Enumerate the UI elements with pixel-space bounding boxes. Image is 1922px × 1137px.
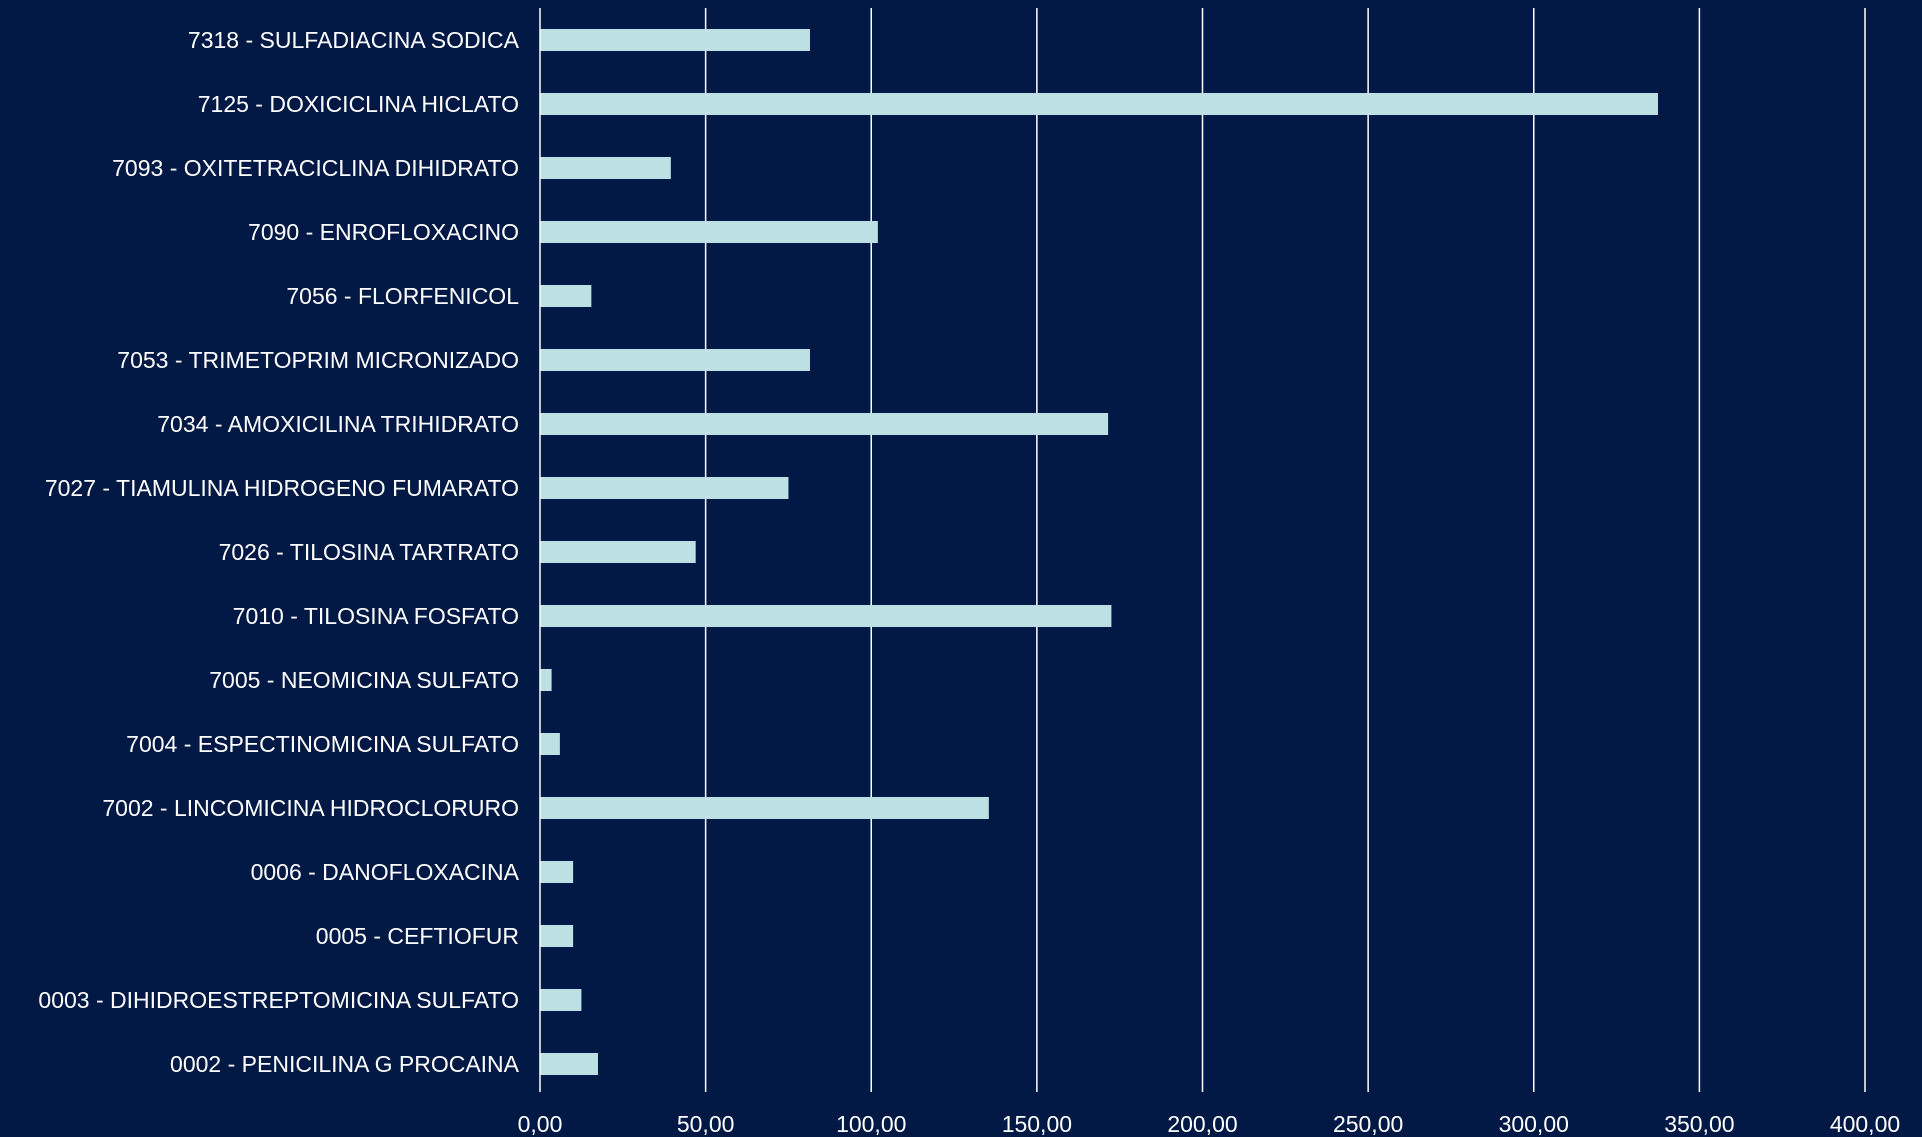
category-labels: 7318 - SULFADIACINA SODICA 7125 - DOXICIC… xyxy=(38,27,519,1077)
category-label: 7010 - TILOSINA FOSFATO xyxy=(233,603,519,629)
bar xyxy=(540,29,810,51)
category-label: 7004 - ESPECTINOMICINA SULFATO xyxy=(126,731,519,757)
bar xyxy=(540,861,574,883)
category-label: 7093 - OXITETRACICLINA DIHIDRATO xyxy=(112,155,519,181)
bar xyxy=(540,925,574,947)
category-label: 0005 - CEFTIOFUR xyxy=(316,923,519,949)
x-tick-label: 400,00 xyxy=(1830,1111,1900,1137)
bar xyxy=(540,733,560,755)
bar xyxy=(540,157,671,179)
category-label: 7318 - SULFADIACINA SODICA xyxy=(188,27,520,53)
category-label: 7125 - DOXICICLINA HICLATO xyxy=(198,91,519,117)
bar xyxy=(540,93,1658,115)
bar xyxy=(540,1053,598,1075)
x-axis-tick-labels: 0,00 50,00 100,00 150,00 200,00 250,00 300,00 3… xyxy=(518,1111,1901,1137)
bar xyxy=(540,797,989,819)
category-label: 7053 - TRIMETOPRIM MICRONIZADO xyxy=(117,347,519,373)
bar xyxy=(540,605,1112,627)
bar xyxy=(540,669,552,691)
bar-series xyxy=(540,29,1658,1075)
bar xyxy=(540,541,696,563)
bar xyxy=(540,413,1109,435)
x-tick-label: 250,00 xyxy=(1333,1111,1403,1137)
x-tick-label: 0,00 xyxy=(518,1111,563,1137)
x-tick-label: 300,00 xyxy=(1499,1111,1569,1137)
category-label: 7026 - TILOSINA TARTRATO xyxy=(219,539,519,565)
category-label: 7005 - NEOMICINA SULFATO xyxy=(209,667,519,693)
category-label: 0003 - DIHIDROESTREPTOMICINA SULFATO xyxy=(38,987,519,1013)
bar xyxy=(540,349,810,371)
gridlines xyxy=(704,8,1866,1092)
bar xyxy=(540,989,582,1011)
bar xyxy=(540,477,789,499)
x-tick-label: 50,00 xyxy=(677,1111,735,1137)
category-label: 7090 - ENROFLOXACINO xyxy=(248,219,519,245)
category-label: 7034 - AMOXICILINA TRIHIDRATO xyxy=(157,411,519,437)
category-label: 7056 - FLORFENICOL xyxy=(286,283,519,309)
category-label: 0006 - DANOFLOXACINA xyxy=(251,859,520,885)
category-label: 7027 - TIAMULINA HIDROGENO FUMARATO xyxy=(45,475,519,501)
x-tick-label: 200,00 xyxy=(1167,1111,1237,1137)
x-tick-label: 150,00 xyxy=(1002,1111,1072,1137)
x-tick-label: 100,00 xyxy=(836,1111,906,1137)
bar xyxy=(540,221,878,243)
x-tick-label: 350,00 xyxy=(1664,1111,1734,1137)
category-label: 7002 - LINCOMICINA HIDROCLORURO xyxy=(102,795,519,821)
category-label: 0002 - PENICILINA G PROCAINA xyxy=(170,1051,520,1077)
bar xyxy=(540,285,592,307)
